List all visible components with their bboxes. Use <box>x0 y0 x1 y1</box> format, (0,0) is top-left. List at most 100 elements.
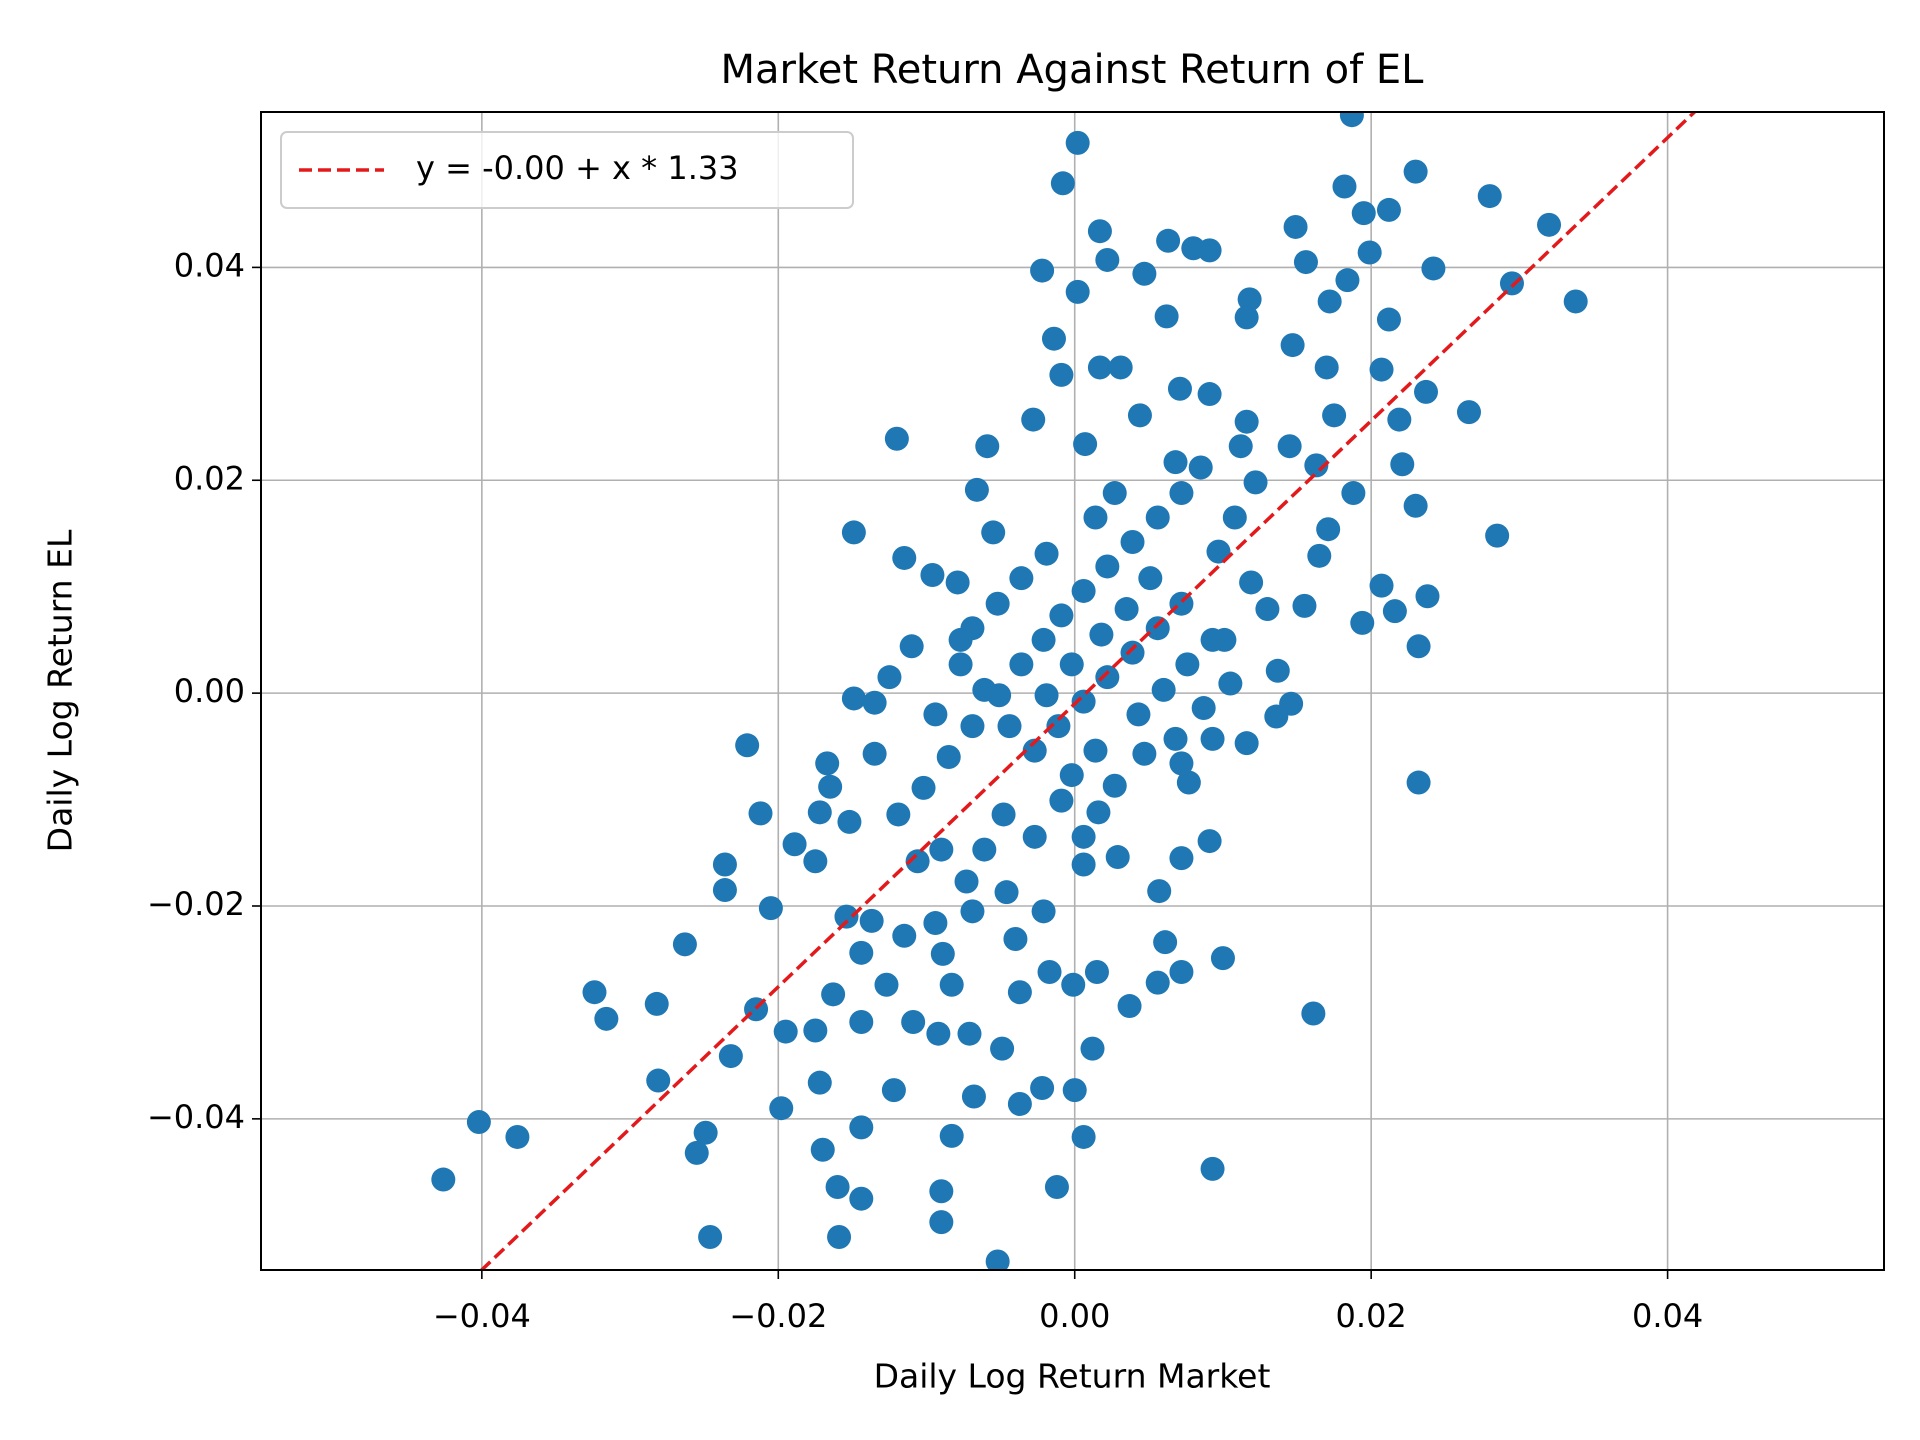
scatter-point <box>981 520 1006 545</box>
scatter-point <box>1086 800 1111 825</box>
scatter-point <box>1167 376 1192 401</box>
scatter-point <box>926 1021 951 1046</box>
scatter-point <box>1065 130 1090 155</box>
scatter-point <box>964 477 989 502</box>
scatter-point <box>1120 529 1145 554</box>
scatter-point <box>1200 1156 1225 1181</box>
scatter-point <box>646 1068 671 1093</box>
scatter-point <box>1087 355 1112 380</box>
scatter-point <box>1197 238 1222 263</box>
scatter-point <box>901 1010 926 1035</box>
scatter-point <box>929 1179 954 1204</box>
scatter-point <box>1485 523 1510 548</box>
scatter-point <box>892 923 917 948</box>
scatter-point <box>1390 452 1415 477</box>
scatter-point <box>1049 362 1074 387</box>
scatter-point <box>1046 714 1071 739</box>
scatter-point <box>877 665 902 690</box>
scatter-point <box>960 714 985 739</box>
scatter-point <box>1022 738 1047 763</box>
scatter-point <box>1071 824 1096 849</box>
scatter-point <box>1200 627 1225 652</box>
scatter-point <box>1117 994 1142 1019</box>
scatter-point <box>859 908 884 933</box>
scatter-point <box>1169 751 1194 776</box>
scatter-point <box>1062 1078 1087 1103</box>
scatter-point <box>1037 959 1062 984</box>
scatter-point <box>1421 256 1446 281</box>
scatter-point <box>972 677 997 702</box>
scatter-point <box>1061 972 1086 997</box>
ticks: −0.04 −0.02 0.00 0.02 0.04 −0.04 −0.02 0.00 0.02… <box>147 246 1703 1335</box>
scatter-point <box>505 1124 530 1149</box>
scatter-point <box>1095 665 1120 690</box>
scatter-point <box>1403 159 1428 184</box>
scatter-point <box>1073 432 1098 457</box>
scatter-point <box>1050 171 1075 196</box>
scatter-point <box>1065 279 1090 304</box>
scatter-point <box>985 591 1010 616</box>
scatter-point <box>1335 268 1360 293</box>
x-tick-label: 0.04 <box>1632 1297 1703 1335</box>
scatter-point <box>718 1044 743 1069</box>
scatter-point <box>1237 287 1262 312</box>
x-tick-label: 0.02 <box>1336 1297 1407 1335</box>
scatter-point <box>1044 1174 1069 1199</box>
scatter-point <box>892 545 917 570</box>
scatter-point <box>1376 307 1401 332</box>
scatter-point <box>929 1210 954 1235</box>
scatter-point <box>773 1019 798 1044</box>
x-tick-label: −0.02 <box>729 1297 827 1335</box>
scatter-point <box>1293 250 1318 275</box>
scatter-point <box>712 852 737 877</box>
scatter-point <box>1332 174 1357 199</box>
scatter-point <box>960 899 985 924</box>
scatter-point <box>735 733 760 758</box>
y-tick-label: −0.02 <box>147 885 245 923</box>
scatter-point <box>1071 689 1096 714</box>
scatter-point <box>1222 505 1247 530</box>
scatter-point <box>1095 554 1120 579</box>
scatter-point <box>985 1249 1010 1270</box>
scatter-point <box>957 1021 982 1046</box>
scatter-point <box>818 774 843 799</box>
scatter-point <box>758 896 783 921</box>
scatter-point <box>1406 634 1431 659</box>
scatter-point <box>920 562 945 587</box>
scatter-point <box>1034 683 1059 708</box>
scatter-point <box>769 1096 794 1121</box>
scatter-point <box>1277 434 1302 459</box>
scatter-point <box>886 802 911 827</box>
scatter-point <box>1102 481 1127 506</box>
legend-label: y = -0.00 + x * 1.33 <box>416 149 739 187</box>
scatter-point <box>1403 493 1428 518</box>
plot-area <box>431 112 1698 1270</box>
scatter-point <box>1265 658 1290 683</box>
scatter-point <box>825 1174 850 1199</box>
scatter-point <box>1003 926 1028 951</box>
scatter-point <box>782 832 807 857</box>
scatter-point <box>975 434 1000 459</box>
scatter-point <box>874 972 899 997</box>
scatter-point <box>1034 541 1059 566</box>
scatter-point <box>1200 726 1225 751</box>
scatter-point <box>990 1036 1015 1061</box>
scatter-point <box>1499 271 1524 296</box>
scatter-point <box>698 1225 723 1250</box>
scatter-point <box>1228 434 1253 459</box>
scatter-point <box>1145 970 1170 995</box>
x-tick-label: −0.04 <box>433 1297 531 1335</box>
scatter-point <box>1563 289 1588 314</box>
scatter-point <box>905 849 930 874</box>
scatter-point <box>1264 704 1289 729</box>
y-tick-label: 0.00 <box>174 672 245 710</box>
scatter-point <box>939 972 964 997</box>
scatter-point <box>1071 852 1096 877</box>
scatter-point <box>1197 382 1222 407</box>
scatter-point <box>849 1010 874 1035</box>
scatter-point <box>712 878 737 903</box>
scatter-point <box>1255 597 1280 622</box>
scatter-point <box>1163 450 1188 475</box>
scatter-point <box>1022 824 1047 849</box>
fit-line <box>479 112 1698 1270</box>
